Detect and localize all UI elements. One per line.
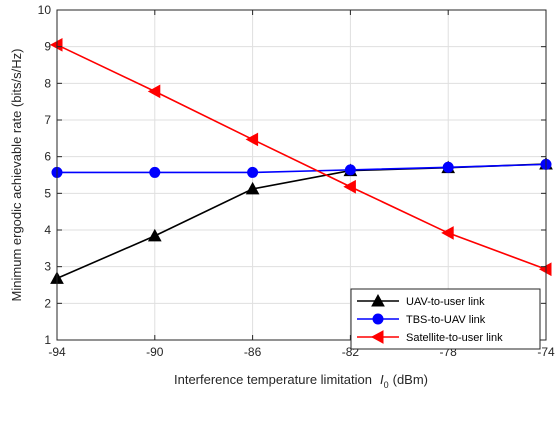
y-tick-label: 3 — [44, 260, 51, 274]
x-axis-label-main: Interference temperature limitation — [174, 372, 372, 387]
data-point-tbs-to-uav-link — [149, 166, 161, 178]
data-point-tbs-to-uav-link — [344, 164, 356, 176]
legend-marker-tbs-to-uav-link — [372, 313, 384, 325]
legend-label-satellite-to-user-link: Satellite-to-user link — [406, 332, 503, 344]
y-tick-label: 8 — [44, 76, 51, 90]
series-line-satellite-to-user-link — [56, 44, 547, 270]
legend: UAV-to-user link TBS-to-UAV link Satellite… — [350, 288, 541, 350]
data-point-satellite-to-user-link — [245, 132, 259, 147]
plot-frame — [56, 9, 547, 341]
x-tick-label: -94 — [48, 345, 66, 359]
x-axis-label-subscript: 0 — [384, 380, 389, 390]
y-tick-label: 4 — [44, 223, 51, 237]
x-axis-label: Interference temperature limitation I0 (dB… — [174, 372, 428, 390]
legend-marker-uav-to-user-link — [371, 293, 385, 307]
data-point-tbs-to-uav-link — [442, 161, 454, 173]
y-axis-label: Minimum ergodic achievable rate (bits/s/… — [9, 49, 24, 302]
data-point-tbs-to-uav-link — [247, 166, 259, 178]
y-tick-label: 9 — [44, 40, 51, 54]
legend-label-uav-to-user-link: UAV-to-user link — [406, 296, 485, 308]
data-point-satellite-to-user-link — [147, 84, 161, 99]
data-point-uav-to-user-link — [245, 181, 260, 195]
x-tick-label: -86 — [244, 345, 262, 359]
y-tick-label: 10 — [38, 3, 52, 17]
x-axis-label-unit: (dBm) — [393, 372, 428, 387]
series-line-tbs-to-uav-link — [57, 163, 547, 174]
x-tick-label: -74 — [537, 345, 555, 359]
plot-area — [57, 10, 546, 340]
data-point-satellite-to-user-link — [441, 226, 454, 240]
y-tick-label: 1 — [44, 333, 51, 347]
x-tick-label: -90 — [146, 345, 164, 359]
x-axis-label-symbol: I — [380, 372, 384, 387]
legend-label-tbs-to-uav-link: TBS-to-UAV link — [406, 314, 486, 326]
legend-marker-satellite-to-user-link — [370, 330, 384, 344]
data-point-satellite-to-user-link — [343, 179, 356, 194]
y-tick-label: 2 — [44, 296, 51, 310]
series-satellite-to-user-link — [49, 37, 552, 277]
y-tick-label: 6 — [44, 150, 51, 164]
y-tick-label: 5 — [44, 186, 51, 200]
data-point-uav-to-user-link — [147, 228, 162, 242]
y-tick-label: 7 — [44, 113, 51, 127]
